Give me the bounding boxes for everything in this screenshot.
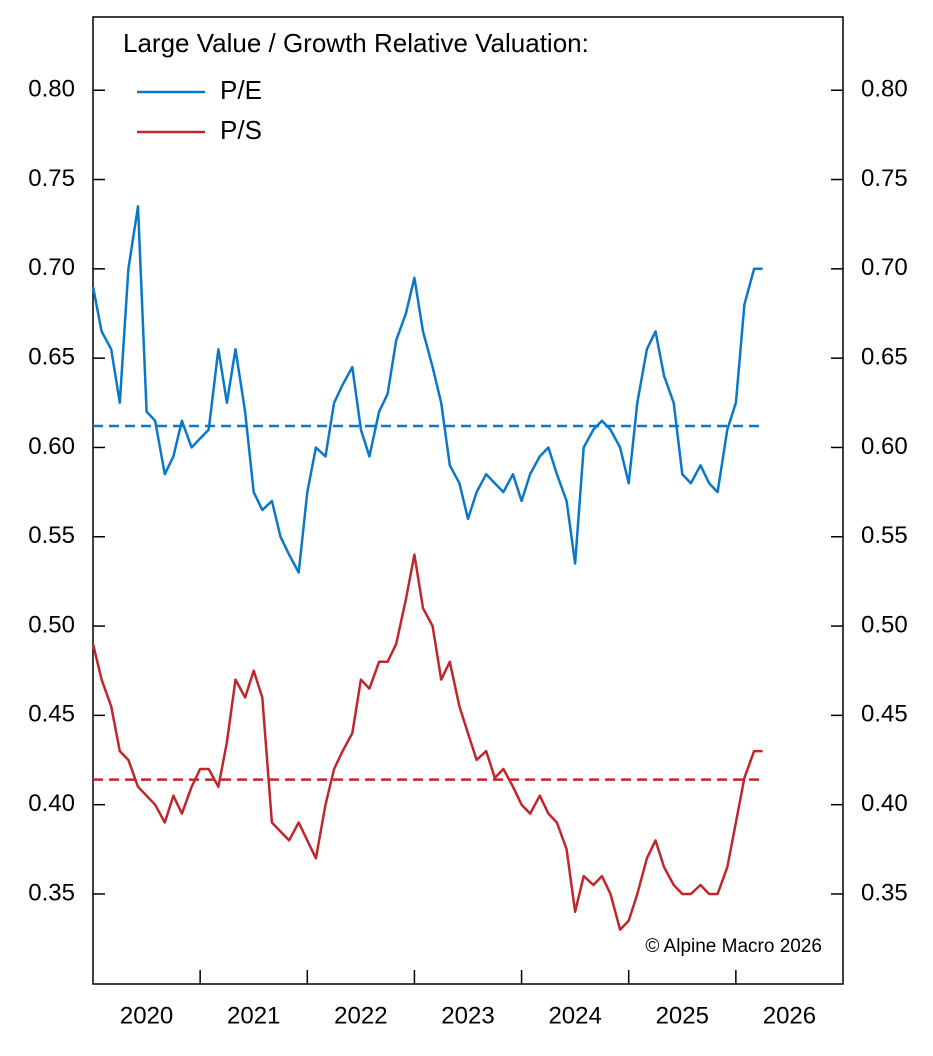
y-tick-label: 0.50 — [28, 611, 75, 638]
legend-label: P/S — [220, 115, 262, 145]
y-tick-label-right: 0.35 — [861, 879, 908, 906]
y-tick-label-right: 0.75 — [861, 165, 908, 192]
y-tick-label: 0.55 — [28, 522, 75, 549]
y-tick-label-right: 0.55 — [861, 522, 908, 549]
y-tick-label: 0.80 — [28, 76, 75, 103]
y-tick-label-right: 0.60 — [861, 433, 908, 460]
copyright: © Alpine Macro 2026 — [645, 936, 822, 957]
x-tick-label: 2021 — [227, 1002, 280, 1029]
y-tick-label-right: 0.50 — [861, 611, 908, 638]
y-tick-label-right: 0.40 — [861, 790, 908, 817]
series-line — [91, 205, 763, 574]
plot-frame — [92, 16, 844, 985]
x-tick-label: 2020 — [120, 1002, 173, 1029]
legend-title: Large Value / Growth Relative Valuation: — [123, 28, 589, 58]
y-tick-label: 0.40 — [28, 790, 75, 817]
x-tick-label: 2025 — [656, 1002, 709, 1029]
y-tick-label: 0.45 — [28, 701, 75, 728]
y-tick-label: 0.35 — [28, 879, 75, 906]
x-tick-label: 2024 — [548, 1002, 601, 1029]
y-tick-label: 0.70 — [28, 254, 75, 281]
y-tick-label: 0.60 — [28, 433, 75, 460]
y-tick-label: 0.75 — [28, 165, 75, 192]
legend-label: P/E — [220, 75, 262, 105]
y-tick-label-right: 0.80 — [861, 76, 908, 103]
y-tick-label-right: 0.65 — [861, 343, 908, 370]
x-tick-label: 2026 — [763, 1002, 816, 1029]
series-line — [91, 553, 763, 931]
x-tick-label: 2022 — [334, 1002, 387, 1029]
x-tick-label: 2023 — [441, 1002, 494, 1029]
y-tick-label: 0.65 — [28, 343, 75, 370]
y-tick-label-right: 0.70 — [861, 254, 908, 281]
y-tick-label-right: 0.45 — [861, 701, 908, 728]
